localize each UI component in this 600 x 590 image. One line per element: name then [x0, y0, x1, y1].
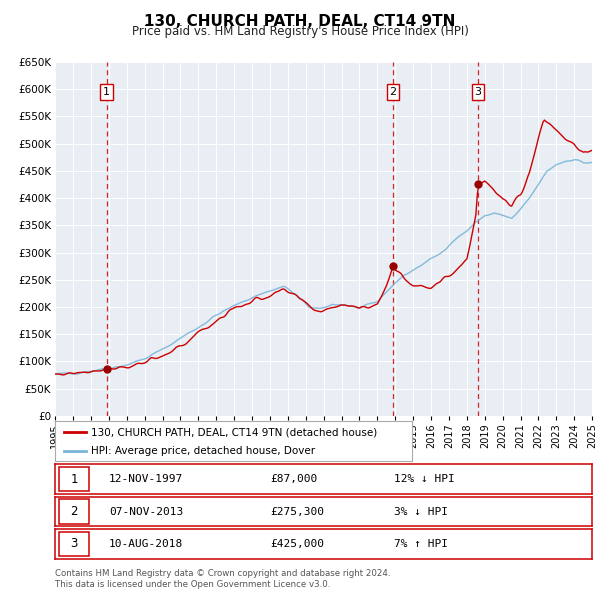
Bar: [59, 532, 89, 556]
Text: 130, CHURCH PATH, DEAL, CT14 9TN: 130, CHURCH PATH, DEAL, CT14 9TN: [145, 14, 455, 29]
Bar: [59, 467, 89, 491]
Text: Contains HM Land Registry data © Crown copyright and database right 2024.: Contains HM Land Registry data © Crown c…: [55, 569, 391, 578]
Text: £425,000: £425,000: [270, 539, 324, 549]
Text: 1: 1: [103, 87, 110, 97]
Text: 2: 2: [389, 87, 397, 97]
Text: 1: 1: [70, 473, 78, 486]
Text: 12% ↓ HPI: 12% ↓ HPI: [394, 474, 454, 484]
Text: HPI: Average price, detached house, Dover: HPI: Average price, detached house, Dove…: [91, 446, 315, 456]
Text: 7% ↑ HPI: 7% ↑ HPI: [394, 539, 448, 549]
Bar: [59, 499, 89, 524]
Text: 07-NOV-2013: 07-NOV-2013: [109, 507, 183, 516]
Text: 3: 3: [475, 87, 481, 97]
Text: Price paid vs. HM Land Registry's House Price Index (HPI): Price paid vs. HM Land Registry's House …: [131, 25, 469, 38]
Text: 10-AUG-2018: 10-AUG-2018: [109, 539, 183, 549]
Text: £87,000: £87,000: [270, 474, 317, 484]
Text: 3: 3: [70, 537, 77, 550]
Text: This data is licensed under the Open Government Licence v3.0.: This data is licensed under the Open Gov…: [55, 579, 331, 589]
Text: 130, CHURCH PATH, DEAL, CT14 9TN (detached house): 130, CHURCH PATH, DEAL, CT14 9TN (detach…: [91, 428, 377, 438]
Text: 2: 2: [70, 505, 78, 518]
Text: £275,300: £275,300: [270, 507, 324, 516]
Text: 3% ↓ HPI: 3% ↓ HPI: [394, 507, 448, 516]
Text: 12-NOV-1997: 12-NOV-1997: [109, 474, 183, 484]
